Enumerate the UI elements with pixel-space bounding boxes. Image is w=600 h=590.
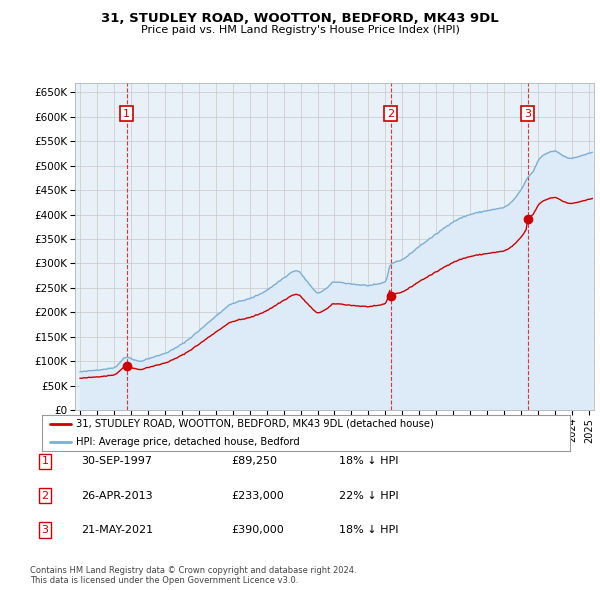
Text: HPI: Average price, detached house, Bedford: HPI: Average price, detached house, Bedf…	[76, 437, 300, 447]
Text: £89,250: £89,250	[231, 457, 277, 466]
Text: 18% ↓ HPI: 18% ↓ HPI	[339, 525, 398, 535]
Text: 3: 3	[41, 525, 49, 535]
Text: 31, STUDLEY ROAD, WOOTTON, BEDFORD, MK43 9DL: 31, STUDLEY ROAD, WOOTTON, BEDFORD, MK43…	[101, 12, 499, 25]
Text: Contains HM Land Registry data © Crown copyright and database right 2024.
This d: Contains HM Land Registry data © Crown c…	[30, 566, 356, 585]
Text: 31, STUDLEY ROAD, WOOTTON, BEDFORD, MK43 9DL (detached house): 31, STUDLEY ROAD, WOOTTON, BEDFORD, MK43…	[76, 419, 434, 429]
Text: 22% ↓ HPI: 22% ↓ HPI	[339, 491, 398, 500]
Text: 1: 1	[41, 457, 49, 466]
Text: 2: 2	[41, 491, 49, 500]
Text: 21-MAY-2021: 21-MAY-2021	[81, 525, 153, 535]
Text: £233,000: £233,000	[231, 491, 284, 500]
Text: 18% ↓ HPI: 18% ↓ HPI	[339, 457, 398, 466]
Text: 1: 1	[123, 109, 130, 119]
Text: 2: 2	[387, 109, 394, 119]
Text: 3: 3	[524, 109, 531, 119]
Text: Price paid vs. HM Land Registry's House Price Index (HPI): Price paid vs. HM Land Registry's House …	[140, 25, 460, 35]
Text: £390,000: £390,000	[231, 525, 284, 535]
Text: 30-SEP-1997: 30-SEP-1997	[81, 457, 152, 466]
Text: 26-APR-2013: 26-APR-2013	[81, 491, 152, 500]
